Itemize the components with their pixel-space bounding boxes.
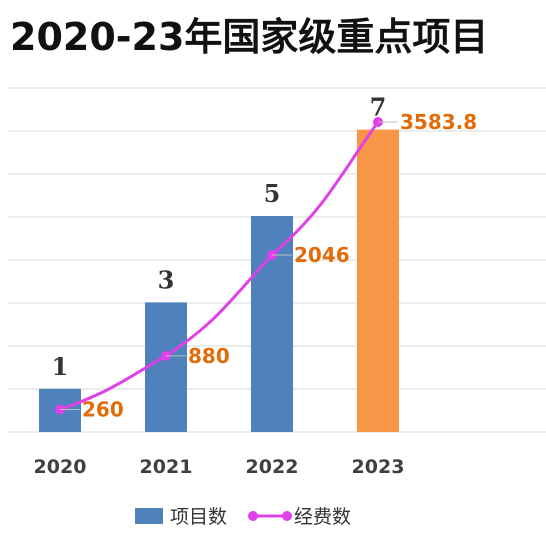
data-labels: 1 3 5 7 260 880 2046 3583.8 xyxy=(52,93,478,422)
line-value-label-2022: 2046 xyxy=(294,243,350,267)
x-tick-label-2022: 2022 xyxy=(246,456,299,478)
line-value-label-2021: 880 xyxy=(188,344,230,368)
x-tick-label-2020: 2020 xyxy=(34,456,87,478)
legend-label-bar: 项目数 xyxy=(170,506,227,528)
chart-title: 2020-23年国家级重点项目 xyxy=(10,15,488,59)
x-axis: 2020 2021 2022 2023 xyxy=(34,456,405,478)
bar-2021 xyxy=(145,302,187,432)
line-value-label-2023: 3583.8 xyxy=(400,110,477,134)
line-path xyxy=(59,121,380,411)
bar-value-label-2020: 1 xyxy=(52,352,69,381)
bar-2022 xyxy=(251,216,293,432)
x-tick-label-2023: 2023 xyxy=(352,456,405,478)
bar-value-label-2023: 7 xyxy=(370,93,387,122)
legend: 项目数 经费数 xyxy=(135,506,351,528)
legend-swatch-bar xyxy=(135,508,163,524)
legend-label-line: 经费数 xyxy=(294,506,351,528)
legend-marker-line-start xyxy=(248,511,258,521)
bar-value-label-2021: 3 xyxy=(158,265,175,294)
bar-2023 xyxy=(357,129,399,432)
x-tick-label-2021: 2021 xyxy=(140,456,193,478)
line-value-label-2020: 260 xyxy=(82,398,124,422)
bar-value-label-2022: 5 xyxy=(264,179,281,208)
bar-series xyxy=(39,129,399,432)
legend-marker-line-end xyxy=(282,511,292,521)
line-series xyxy=(55,117,398,415)
